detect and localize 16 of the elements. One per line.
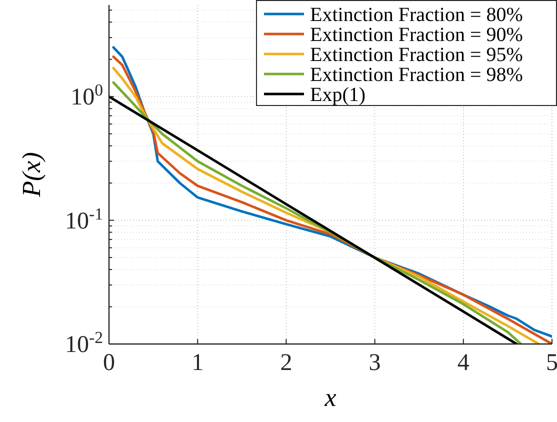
legend-label: Extinction Fraction = 98% <box>310 64 523 86</box>
x-tick-label: 4 <box>457 350 470 376</box>
legend-label: Extinction Fraction = 95% <box>310 44 523 66</box>
legend-label: Exp(1) <box>310 84 366 106</box>
y-tick-label: 10$^{-1}$ <box>65 204 103 234</box>
x-axis-title: x <box>324 383 337 412</box>
y-tick-label: 10$^{-2}$ <box>65 328 103 358</box>
x-tick-label: 3 <box>368 350 381 376</box>
y-tick-label: 10$^{0}$ <box>70 80 103 111</box>
x-tick-label: 2 <box>280 350 292 376</box>
legend-label: Extinction Fraction = 80% <box>310 4 523 26</box>
x-tick-label: 5 <box>546 350 557 376</box>
legend-label: Extinction Fraction = 90% <box>310 24 523 46</box>
y-axis-title: P(x) <box>17 152 46 198</box>
x-tick-label: 0 <box>103 350 115 376</box>
x-tick-label: 1 <box>192 350 204 376</box>
